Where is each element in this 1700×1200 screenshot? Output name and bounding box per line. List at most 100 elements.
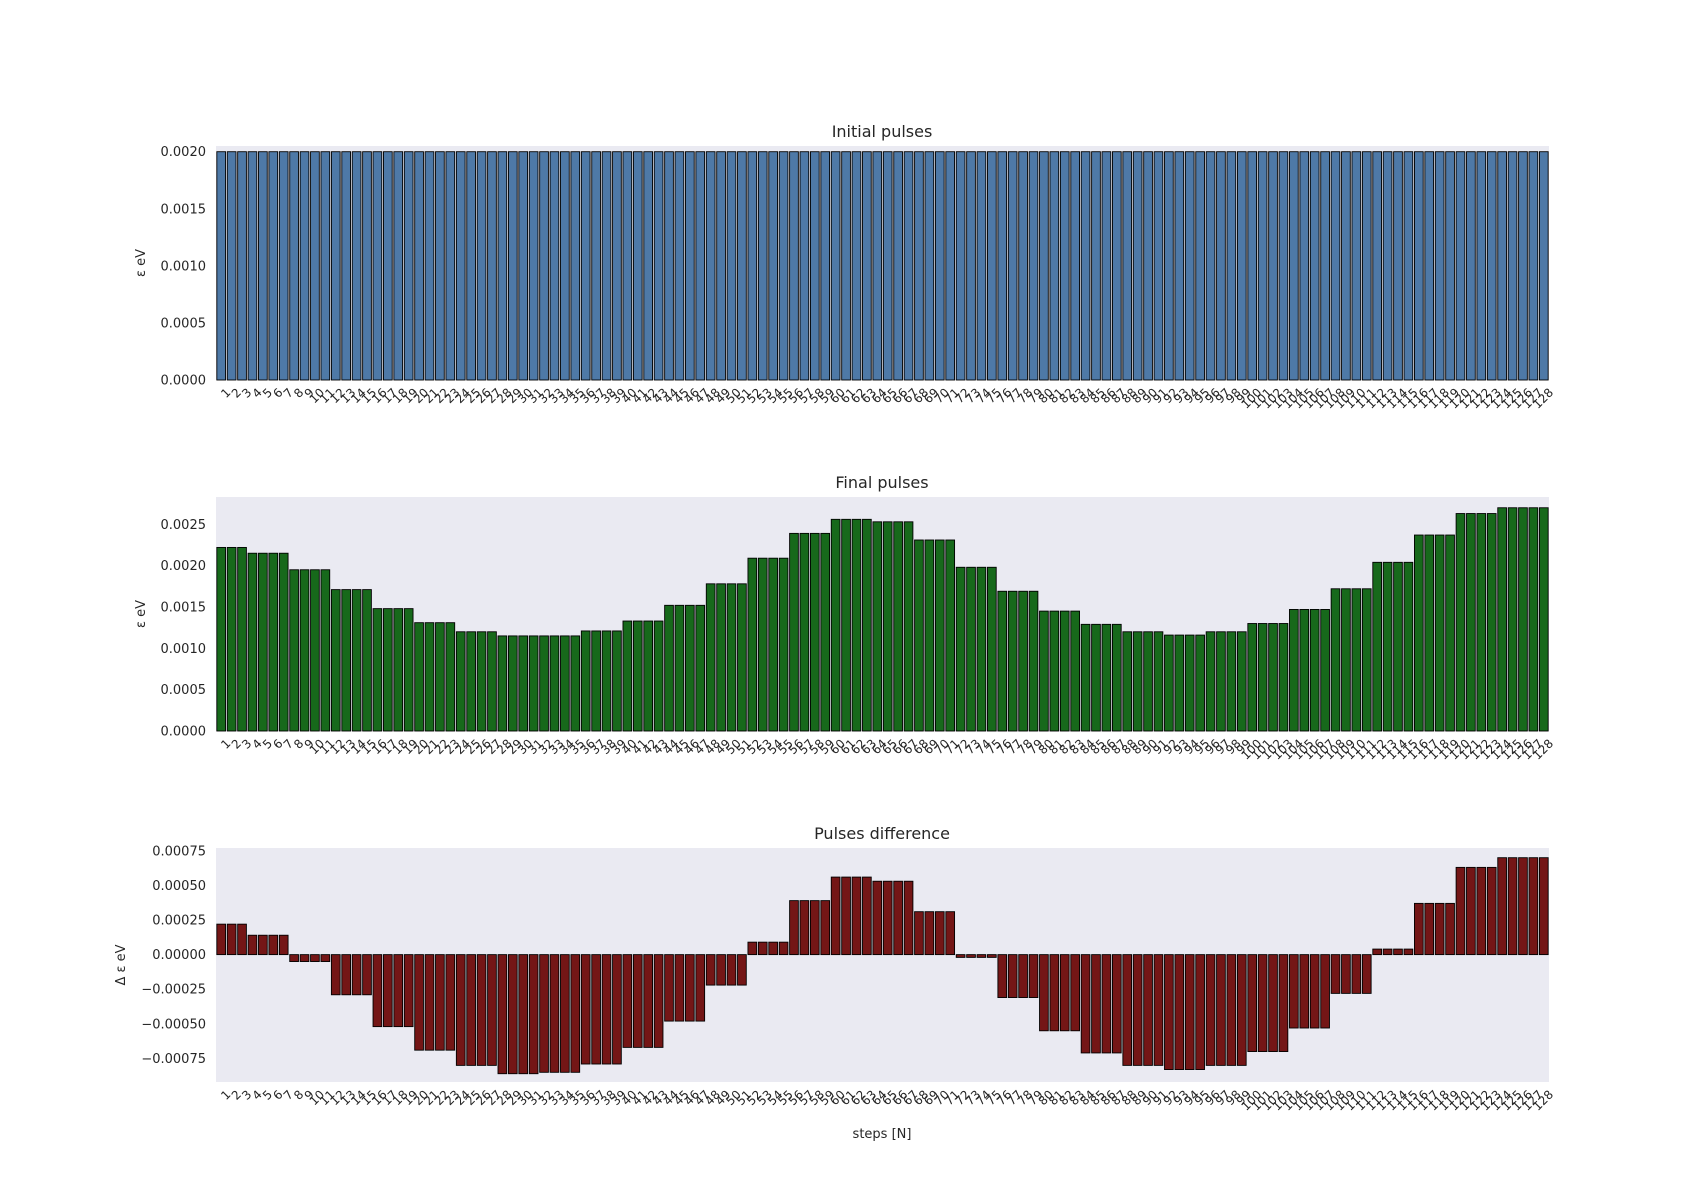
x-axis-ticks: 1234567891011121314151617181920212223242…	[218, 736, 1556, 762]
bar	[1455, 151, 1466, 381]
bar	[976, 566, 987, 732]
bar	[1216, 954, 1226, 1066]
bar	[1445, 902, 1455, 956]
bar	[705, 583, 716, 732]
bar	[893, 521, 903, 732]
bar	[1361, 151, 1372, 381]
bar	[591, 954, 601, 1065]
bar	[1205, 631, 1216, 732]
bar	[1299, 954, 1310, 1029]
bar	[1476, 866, 1487, 956]
bar	[747, 557, 758, 732]
bar	[1236, 631, 1247, 732]
bar	[632, 151, 643, 381]
y-tick-label: 0.0015	[161, 202, 207, 217]
y-tick-label: 0.0015	[161, 600, 207, 615]
bar	[1132, 954, 1143, 1066]
bar	[1466, 866, 1476, 956]
bar	[1164, 634, 1174, 732]
bar	[872, 880, 883, 956]
bar	[789, 151, 799, 381]
bar	[1528, 507, 1539, 732]
bar	[862, 876, 872, 956]
bar	[1007, 151, 1018, 381]
bar	[1351, 588, 1362, 732]
bar	[934, 539, 945, 732]
bar	[934, 911, 945, 956]
bar	[1049, 610, 1060, 732]
bar	[466, 954, 476, 1066]
bar	[664, 604, 674, 732]
bar	[862, 518, 872, 732]
bar	[1049, 151, 1060, 381]
bar	[1538, 507, 1549, 732]
y-axis-ticks: 0.0000 0.0005 0.0010 0.0015 0.0020 0.0025	[161, 518, 207, 740]
bar	[1080, 151, 1091, 381]
bar	[383, 954, 393, 1028]
bar	[1341, 151, 1351, 381]
bar	[1361, 588, 1372, 732]
y-tick-label: 0.0010	[161, 642, 207, 657]
bar	[476, 954, 487, 1066]
bar	[580, 151, 591, 381]
bar	[1382, 151, 1393, 381]
bar	[1486, 513, 1497, 732]
bar	[1424, 534, 1435, 732]
y-axis-ticks: −0.00075 −0.00050 −0.00025 0.00000 0.00025 0.…	[141, 844, 206, 1067]
bar	[591, 630, 601, 732]
bar	[1289, 609, 1299, 732]
bar	[1330, 151, 1341, 381]
bar	[497, 954, 508, 1075]
y-axis-label: ε eV	[134, 249, 149, 277]
bar	[830, 518, 841, 732]
bar	[789, 532, 799, 732]
bar	[799, 151, 810, 381]
bar	[258, 151, 268, 381]
bar	[403, 151, 414, 381]
bar	[830, 151, 841, 381]
bar	[247, 934, 258, 956]
bar	[1424, 151, 1435, 381]
bar	[1059, 151, 1070, 381]
bar	[987, 566, 997, 732]
bar	[1070, 954, 1080, 1032]
bar	[1413, 534, 1424, 732]
bar	[695, 954, 706, 1022]
y-tick-label: −0.00025	[141, 983, 206, 998]
bar	[372, 151, 383, 381]
bar	[507, 151, 518, 381]
bar	[674, 954, 685, 1022]
bar	[1091, 623, 1101, 732]
bar	[466, 151, 476, 381]
bar	[549, 954, 560, 1073]
bar	[851, 518, 862, 732]
bar	[518, 151, 529, 381]
bar	[1476, 151, 1487, 381]
bar	[1226, 151, 1237, 381]
bar	[685, 954, 695, 1022]
bar	[1039, 954, 1049, 1032]
bar	[570, 151, 581, 381]
bar	[393, 608, 404, 732]
bar	[1195, 954, 1205, 1070]
bar	[1538, 857, 1549, 956]
bar	[664, 954, 674, 1022]
bar	[737, 151, 747, 381]
bar	[1174, 954, 1185, 1070]
y-tick-label: 0.0010	[161, 259, 207, 274]
bar	[424, 954, 435, 1051]
bar	[320, 954, 331, 962]
bar	[955, 566, 966, 732]
bar	[539, 151, 549, 381]
bar-group	[216, 857, 1549, 1075]
bar	[716, 954, 726, 986]
bar	[1039, 610, 1049, 732]
bar	[997, 954, 1008, 998]
bar	[528, 954, 539, 1075]
bar	[1101, 954, 1112, 1054]
bar	[341, 151, 351, 381]
bar	[747, 151, 758, 381]
bar	[716, 151, 726, 381]
x-axis-ticks: 1234567891011121314151617181920212223242…	[218, 385, 1556, 411]
bar	[580, 954, 591, 1065]
